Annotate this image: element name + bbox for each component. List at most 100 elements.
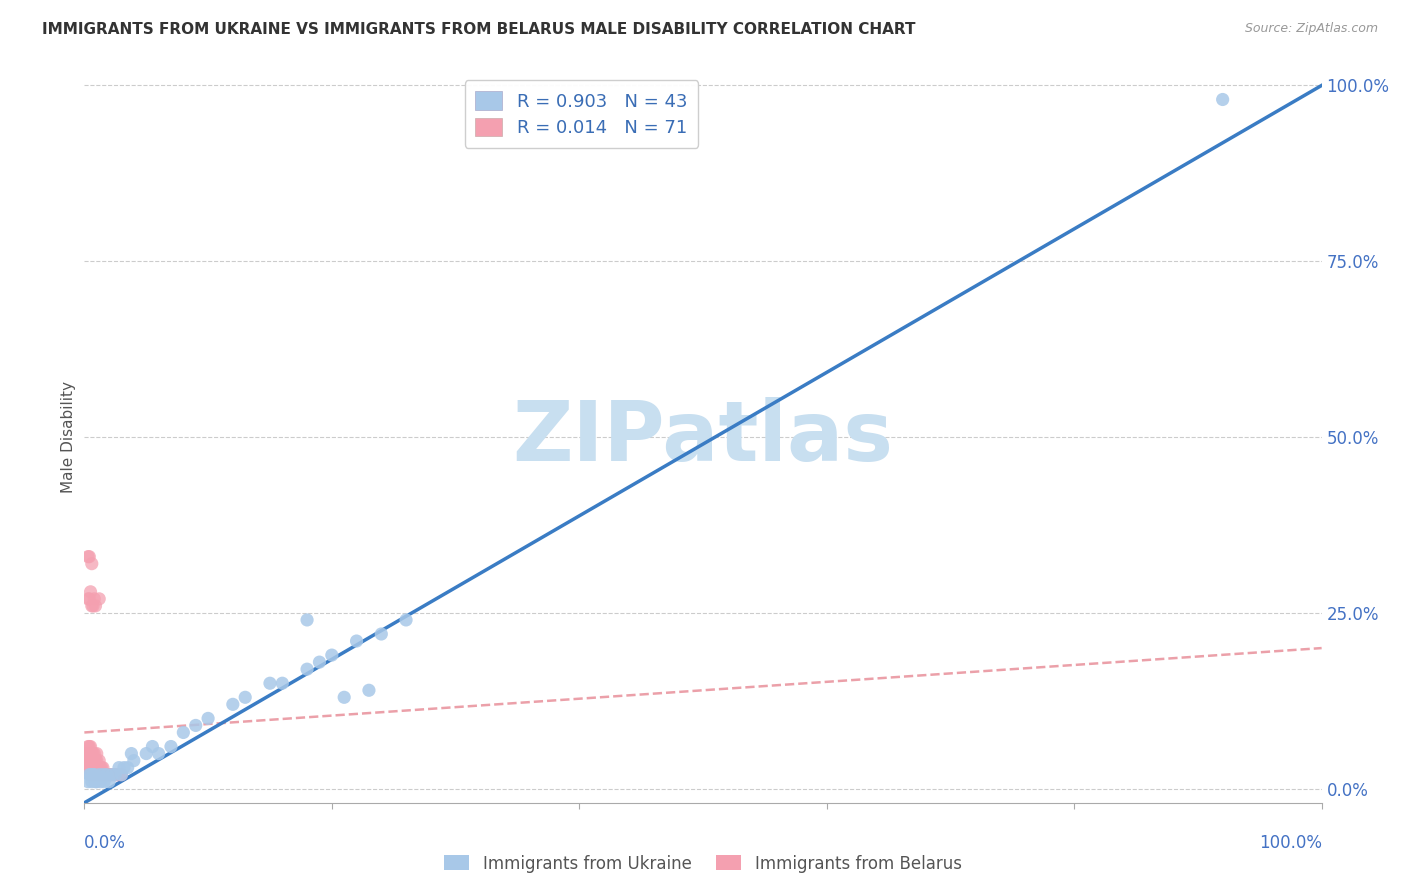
- Text: 0.0%: 0.0%: [84, 834, 127, 852]
- Text: IMMIGRANTS FROM UKRAINE VS IMMIGRANTS FROM BELARUS MALE DISABILITY CORRELATION C: IMMIGRANTS FROM UKRAINE VS IMMIGRANTS FR…: [42, 22, 915, 37]
- Point: [96, 767, 118, 781]
- Point: [91, 761, 114, 775]
- Point: [79, 754, 101, 768]
- Point: [86, 774, 108, 789]
- Point: [79, 761, 101, 775]
- Point: [82, 747, 104, 761]
- Point: [80, 761, 103, 775]
- Point: [76, 754, 98, 768]
- Point: [110, 767, 132, 781]
- Point: [370, 627, 392, 641]
- Point: [87, 767, 110, 781]
- Point: [79, 767, 101, 781]
- Point: [79, 767, 101, 781]
- Point: [100, 767, 122, 781]
- Point: [87, 761, 110, 775]
- Point: [98, 774, 121, 789]
- Point: [82, 767, 104, 781]
- Point: [80, 599, 103, 613]
- Point: [271, 676, 294, 690]
- Point: [76, 747, 98, 761]
- Point: [80, 557, 103, 571]
- Point: [84, 774, 107, 789]
- Point: [93, 767, 115, 781]
- Legend: R = 0.903   N = 43, R = 0.014   N = 71: R = 0.903 N = 43, R = 0.014 N = 71: [464, 80, 699, 148]
- Point: [89, 767, 111, 781]
- Point: [108, 761, 131, 775]
- Point: [77, 747, 100, 761]
- Point: [84, 761, 107, 775]
- Point: [79, 747, 101, 761]
- Point: [172, 725, 194, 739]
- Point: [141, 739, 163, 754]
- Point: [346, 634, 368, 648]
- Point: [89, 767, 111, 781]
- Point: [89, 761, 111, 775]
- Point: [222, 698, 245, 712]
- Point: [77, 774, 100, 789]
- Point: [148, 747, 170, 761]
- Point: [79, 761, 101, 775]
- Point: [79, 747, 101, 761]
- Point: [97, 767, 120, 781]
- Point: [135, 747, 157, 761]
- Point: [108, 767, 131, 781]
- Point: [80, 767, 103, 781]
- Point: [76, 761, 98, 775]
- Point: [93, 774, 115, 789]
- Point: [104, 767, 127, 781]
- Point: [79, 767, 101, 781]
- Point: [82, 599, 104, 613]
- Point: [89, 761, 111, 775]
- Point: [94, 767, 117, 781]
- Point: [91, 767, 114, 781]
- Point: [80, 774, 103, 789]
- Point: [112, 761, 135, 775]
- Text: Source: ZipAtlas.com: Source: ZipAtlas.com: [1244, 22, 1378, 36]
- Point: [86, 754, 108, 768]
- Point: [82, 754, 104, 768]
- Point: [83, 747, 105, 761]
- Point: [98, 767, 121, 781]
- Point: [98, 767, 121, 781]
- Point: [77, 549, 100, 564]
- Point: [89, 591, 111, 606]
- Point: [308, 655, 330, 669]
- Point: [83, 761, 105, 775]
- Text: ZIPatlas: ZIPatlas: [513, 397, 893, 477]
- Point: [96, 767, 118, 781]
- Point: [89, 774, 111, 789]
- Point: [77, 761, 100, 775]
- Point: [160, 739, 183, 754]
- Text: 100.0%: 100.0%: [1258, 834, 1322, 852]
- Point: [84, 754, 107, 768]
- Point: [233, 690, 256, 705]
- Point: [259, 676, 281, 690]
- Point: [90, 767, 112, 781]
- Point: [77, 591, 100, 606]
- Point: [82, 767, 104, 781]
- Y-axis label: Male Disability: Male Disability: [60, 381, 76, 493]
- Point: [295, 613, 318, 627]
- Point: [79, 584, 101, 599]
- Point: [86, 761, 108, 775]
- Point: [295, 662, 318, 676]
- Point: [79, 739, 101, 754]
- Point: [83, 767, 105, 781]
- Point: [84, 599, 107, 613]
- Point: [89, 767, 111, 781]
- Point: [77, 754, 100, 768]
- Point: [80, 754, 103, 768]
- Point: [103, 767, 125, 781]
- Point: [1212, 93, 1234, 107]
- Point: [184, 718, 207, 732]
- Point: [83, 767, 105, 781]
- Point: [79, 591, 101, 606]
- Point: [75, 761, 97, 775]
- Point: [197, 711, 219, 725]
- Point: [86, 767, 108, 781]
- Point: [333, 690, 356, 705]
- Point: [110, 767, 132, 781]
- Point: [77, 739, 100, 754]
- Point: [82, 761, 104, 775]
